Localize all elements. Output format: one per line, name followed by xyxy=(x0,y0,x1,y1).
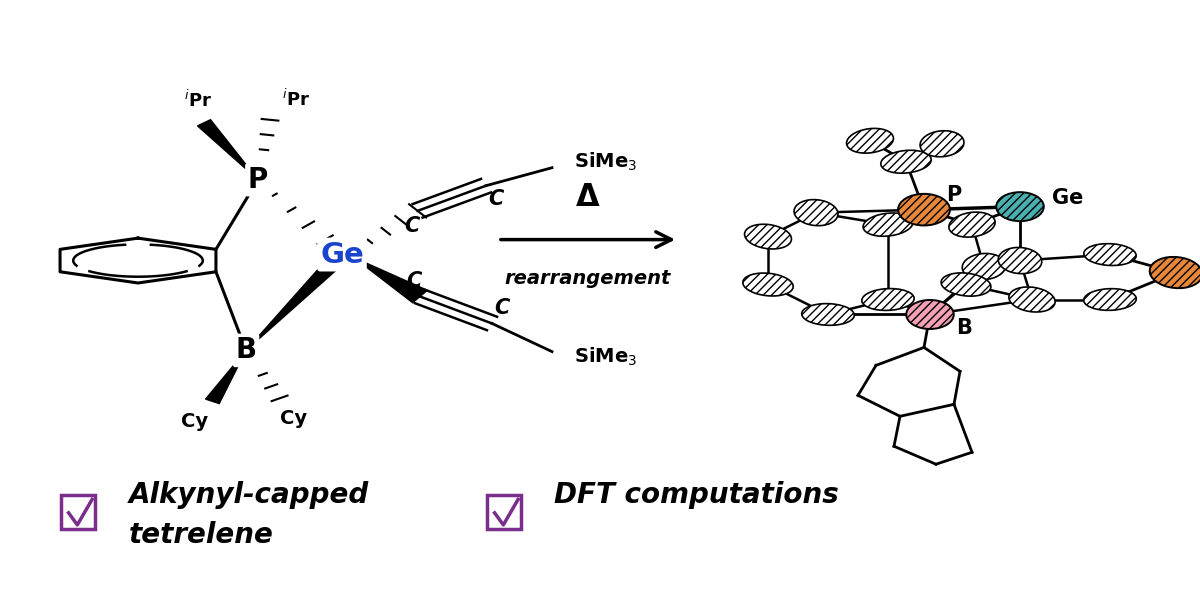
Ellipse shape xyxy=(863,213,913,236)
Text: DFT computations: DFT computations xyxy=(554,482,839,509)
Bar xyxy=(487,495,521,529)
Ellipse shape xyxy=(962,253,1006,280)
Ellipse shape xyxy=(794,199,838,226)
Ellipse shape xyxy=(1084,244,1136,265)
Polygon shape xyxy=(246,251,349,350)
Ellipse shape xyxy=(941,273,991,296)
Ellipse shape xyxy=(1009,287,1055,312)
Text: C: C xyxy=(404,216,419,236)
Text: $^{i}$Pr: $^{i}$Pr xyxy=(184,89,212,111)
Ellipse shape xyxy=(949,212,995,237)
Text: SiMe$_3$: SiMe$_3$ xyxy=(575,345,637,368)
Ellipse shape xyxy=(881,150,931,173)
Polygon shape xyxy=(198,120,258,180)
Ellipse shape xyxy=(998,247,1042,274)
Text: B: B xyxy=(955,317,972,338)
Ellipse shape xyxy=(862,289,914,310)
Bar xyxy=(61,495,95,529)
Text: rearrangement: rearrangement xyxy=(505,269,671,288)
Text: SiMe$_3$: SiMe$_3$ xyxy=(575,150,637,173)
Text: P: P xyxy=(248,166,268,193)
Text: Cy: Cy xyxy=(281,409,307,428)
Text: C: C xyxy=(494,298,509,318)
Text: C: C xyxy=(488,189,503,210)
Text: Ge: Ge xyxy=(320,241,364,268)
Ellipse shape xyxy=(744,224,792,249)
Text: B: B xyxy=(235,337,257,364)
Text: Alkynyl-capped: Alkynyl-capped xyxy=(128,482,368,509)
Ellipse shape xyxy=(996,192,1044,221)
Ellipse shape xyxy=(1150,257,1200,288)
Ellipse shape xyxy=(898,194,950,225)
Ellipse shape xyxy=(743,273,793,296)
Ellipse shape xyxy=(846,128,894,153)
Text: tetrelene: tetrelene xyxy=(128,521,274,549)
Text: Cy: Cy xyxy=(181,412,208,431)
Polygon shape xyxy=(354,258,427,302)
Text: Ge: Ge xyxy=(1052,187,1084,208)
Ellipse shape xyxy=(1084,289,1136,310)
Ellipse shape xyxy=(920,131,964,157)
Text: Δ: Δ xyxy=(576,183,600,212)
Text: C: C xyxy=(407,271,421,291)
Text: $^{i}$Pr: $^{i}$Pr xyxy=(282,88,311,110)
Text: P: P xyxy=(947,184,961,205)
Ellipse shape xyxy=(906,300,954,329)
Polygon shape xyxy=(205,350,246,404)
Ellipse shape xyxy=(802,304,854,325)
